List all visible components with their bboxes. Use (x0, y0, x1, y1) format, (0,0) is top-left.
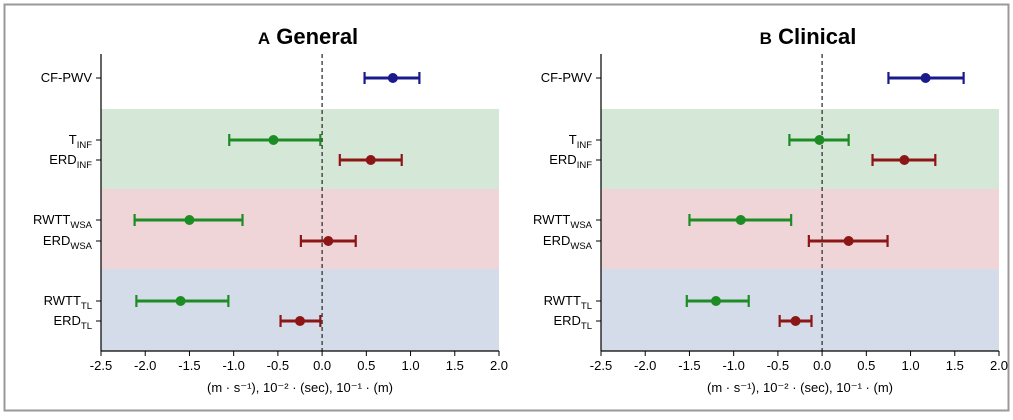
panel-b-x-tick-label: -2.0 (634, 358, 656, 373)
panel-a-row-label-base: CF-PWV (41, 70, 93, 85)
panel-a-x-tick-label: 0.0 (313, 358, 331, 373)
panel-b-row-label-base: RWTT (533, 212, 570, 227)
panel-a-title-text: General (276, 24, 358, 49)
panel-b-x-tick-label: 1.5 (946, 358, 964, 373)
panel-b-row-label-base: CF-PWV (541, 70, 593, 85)
panel-a-row-label-subscript: WSA (70, 241, 92, 252)
panel-b-point-rwtt-tl (710, 296, 721, 306)
panel-a-x-axis-label: (m · s⁻¹), 10⁻² · (sec), 10⁻¹ · (m) (207, 380, 393, 395)
panel-b-x-tick-label: 0.5 (857, 358, 875, 373)
panel-a-row-label-erd-inf: ERDINF (49, 152, 92, 171)
panel-b-row-label-base: ERD (543, 233, 570, 248)
panel-a-x-tick-label: 1.0 (402, 358, 420, 373)
panel-a-x-tick-label: -2.5 (90, 358, 112, 373)
panel-b-x-tick-label: 0.0 (813, 358, 831, 373)
panel-a-x-tick-label: 1.5 (446, 358, 464, 373)
panel-a-point-erd-wsa (323, 236, 334, 246)
panel-b-row-label-erd-tl: ERDTL (553, 313, 592, 332)
panel-b-x-tick-label: -0.5 (767, 358, 789, 373)
panel-a: A General -2.5 -2.0 -1.5 -1.0 -0.5 0.0 0.5 1.0 1… (33, 24, 508, 395)
panel-a-row-label-subscript: TL (81, 321, 92, 332)
panel-b-point-erd-inf (899, 155, 910, 165)
panel-a-row-label-base: ERD (49, 152, 76, 167)
panel-a-band-inf (101, 109, 499, 189)
panel-b-x-tick-label: 1.0 (902, 358, 920, 373)
panel-b-row-label-rwtt-wsa: RWTTWSA (533, 212, 593, 231)
panel-b-band-inf (601, 109, 999, 189)
panel-a-row-label-rwtt-tl: RWTTTL (44, 293, 92, 312)
panel-a-band-tl (101, 269, 499, 351)
panel-a-row-label-subscript: TL (81, 301, 92, 312)
panel-a-row-label-subscript: INF (77, 160, 93, 171)
panel-b-point-erd-wsa (843, 236, 854, 246)
panel-b-row-label-subscript: TL (581, 301, 592, 312)
panel-a-x-tick-label: -1.0 (222, 358, 244, 373)
panel-b-band-wsa (601, 189, 999, 269)
panel-a-row-label-erd-wsa: ERDWSA (43, 233, 93, 252)
panel-b-row-label-erd-inf: ERDINF (549, 152, 592, 171)
panel-b-x-tick-label: -2.5 (590, 358, 612, 373)
panel-a-letter: A (258, 29, 270, 48)
panel-a-point-rwtt-wsa (184, 215, 195, 225)
panel-b-row-label-base: ERD (553, 313, 580, 328)
panel-a-point-rwtt-tl (175, 296, 186, 306)
panel-b-row-label-subscript: INF (577, 140, 593, 151)
panel-b-row-label-subscript: INF (577, 160, 593, 171)
panel-b-x-tick-label: -1.5 (678, 358, 700, 373)
panel-b-letter: B (760, 29, 772, 48)
panel-b-row-label-subscript: WSA (570, 241, 592, 252)
panel-b-band-tl (601, 269, 999, 351)
panel-b-row-label-base: ERD (549, 152, 576, 167)
panel-b-row-label-erd-wsa: ERDWSA (543, 233, 593, 252)
panel-b-x-axis-label: (m · s⁻¹), 10⁻² · (sec), 10⁻¹ · (m) (707, 380, 893, 395)
panel-b-x-tick-label: 2.0 (990, 358, 1008, 373)
panel-a-x-tick-label: 2.0 (490, 358, 508, 373)
panel-a-row-label-base: RWTT (33, 212, 70, 227)
panel-a-point-cf-pwv (387, 73, 398, 83)
panel-a-x-tick-label: 0.5 (357, 358, 375, 373)
panel-a-point-erd-inf (365, 155, 376, 165)
panel-b-row-label-base: RWTT (544, 293, 581, 308)
panel-b-point-erd-tl (790, 316, 801, 326)
panel-a-x-tick-label: -0.5 (267, 358, 289, 373)
panel-a-plot: -2.5 -2.0 -1.5 -1.0 -0.5 0.0 0.5 1.0 1.5 2.0 CF-PW… (33, 54, 508, 373)
panel-a-x-tick-label: -2.0 (134, 358, 156, 373)
panel-a-row-label-base: RWTT (44, 293, 81, 308)
panel-b-row-label-subscript: TL (581, 321, 592, 332)
panel-b-row-label-base: T (569, 132, 577, 147)
panel-a-row-label-rwtt-wsa: RWTTWSA (33, 212, 93, 231)
panel-a-row-label-base: T (69, 132, 77, 147)
panel-a-x-tick-label: -1.5 (178, 358, 200, 373)
panel-a-row-label-t-inf: TINF (69, 132, 92, 151)
panel-b-title-text: Clinical (778, 24, 856, 49)
panel-b-point-cf-pwv (920, 73, 931, 83)
panel-a-row-label-cf-pwv: CF-PWV (41, 70, 93, 85)
panel-a-point-erd-tl (295, 316, 305, 326)
panel-b-x-tick-label: -1.0 (722, 358, 744, 373)
panel-a-row-label-base: ERD (53, 313, 80, 328)
panel-b-plot: -2.5 -2.0 -1.5 -1.0 -0.5 0.0 0.5 1.0 1.5 2.0 CF-PW… (533, 54, 1008, 373)
panel-b-title: B Clinical (760, 24, 857, 49)
panel-a-row-label-erd-tl: ERDTL (53, 313, 92, 332)
panel-a-band-wsa (101, 189, 499, 269)
panel-b-point-t-inf (814, 135, 825, 145)
panel-a-point-t-inf (268, 135, 279, 145)
panel-a-row-label-base: ERD (43, 233, 70, 248)
panel-b-point-rwtt-wsa (735, 215, 746, 225)
panel-b-row-label-rwtt-tl: RWTTTL (544, 293, 592, 312)
panel-a-row-label-subscript: INF (77, 140, 93, 151)
panel-b-row-label-t-inf: TINF (569, 132, 592, 151)
panel-b: B Clinical -2.5 -2.0 -1.5 -1.0 -0.5 0.0 0.5 1.0… (533, 24, 1008, 395)
panel-a-title: A General (258, 24, 358, 49)
panel-b-row-label-subscript: WSA (570, 220, 592, 231)
panel-b-row-label-cf-pwv: CF-PWV (541, 70, 593, 85)
panel-a-row-label-subscript: WSA (70, 220, 92, 231)
